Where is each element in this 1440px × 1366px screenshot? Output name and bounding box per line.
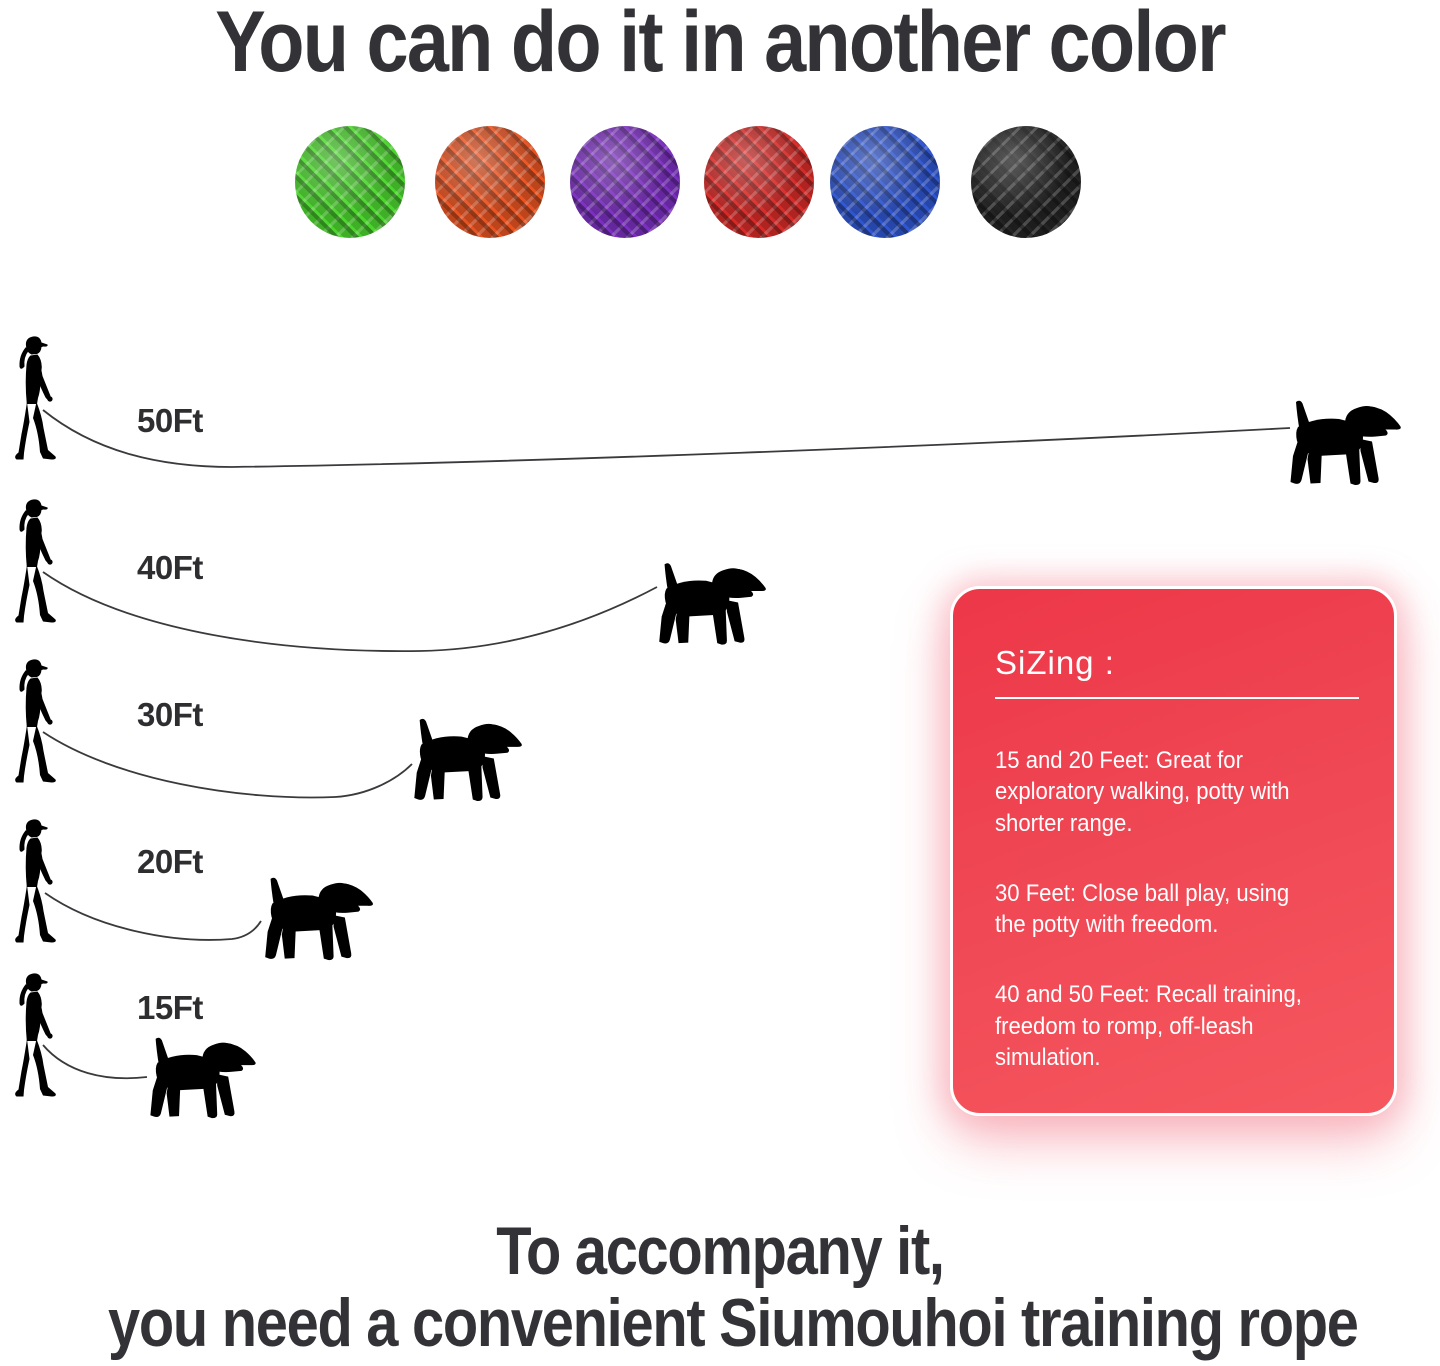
sizing-card: SiZing : 15 and 20 Feet: Great for explo… [950,586,1397,1116]
page-title: You can do it in another color [215,0,1226,90]
leash-line-40ft [42,571,658,652]
length-label-50ft: 50Ft [137,402,203,439]
leash-line-20ft [44,892,262,941]
person-icon [10,971,60,1107]
leash-line-50ft [42,409,1291,468]
sizing-paragraph-40-50ft: 40 and 50 Feet: Recall training, freedom… [995,980,1302,1072]
sizing-paragraph-15-20ft: 15 and 20 Feet: Great for exploratory wa… [995,746,1290,837]
dog-icon [407,717,524,803]
person-icon [10,497,60,633]
length-label-30ft: 30Ft [137,696,203,733]
footer-tagline: To accompany it, you need a convenient S… [108,1213,1359,1361]
sizing-heading: SiZing : [995,644,1115,681]
dog-icon [1283,399,1403,487]
length-label-15ft: 15Ft [137,989,203,1026]
person-icon [10,334,60,470]
color-swatch-orange [435,126,545,238]
dog-icon [257,876,376,962]
dog-icon [142,1036,259,1120]
color-swatch-blue [830,126,940,238]
color-swatch-red [704,126,814,238]
footer-line-1: To accompany it, [496,1213,945,1289]
sizing-divider [995,696,1359,699]
color-swatch-purple [570,126,680,238]
dog-icon [652,561,768,647]
color-swatch-green [295,126,405,238]
leash-line-30ft [42,731,413,799]
footer-line-2: you need a convenient Siumouhoi training… [108,1285,1359,1361]
person-icon [10,817,60,953]
length-label-40ft: 40Ft [137,549,203,586]
color-swatch-black [971,126,1081,238]
sizing-paragraph-30ft: 30 Feet: Close ball play, using the pott… [995,879,1290,939]
length-label-20ft: 20Ft [137,843,203,880]
person-icon [10,657,60,793]
